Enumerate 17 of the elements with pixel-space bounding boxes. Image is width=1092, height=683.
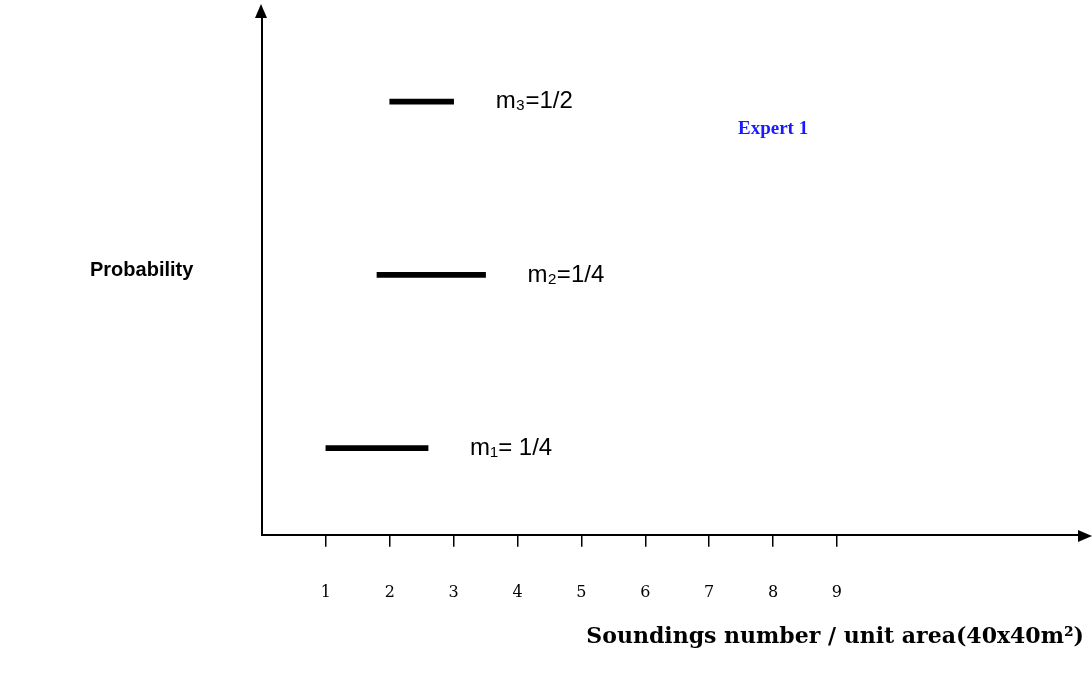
x-tick-label: 9 [831, 581, 842, 601]
bar [325, 445, 429, 451]
y-axis-title: Probability [90, 258, 194, 281]
x-tick-label: 5 [576, 581, 587, 601]
bar [376, 272, 486, 278]
x-tick-label: 8 [767, 581, 779, 601]
annotation: Expert 1 [738, 117, 809, 139]
data-label: m₂=1/4 [527, 259, 605, 287]
x-axis-title: Soundings number / unit area(40x40m²) [586, 622, 1084, 648]
x-tick-label: 3 [448, 581, 459, 601]
x-tick-label: 7 [704, 581, 715, 601]
data-label: m₃=1/2 [495, 86, 573, 114]
x-tick-label: 1 [320, 581, 331, 601]
x-tick-label: 6 [640, 581, 651, 601]
x-tick-label: 4 [512, 581, 523, 601]
x-tick-label: 2 [384, 581, 395, 601]
data-label: m₁= 1/4 [470, 432, 553, 460]
